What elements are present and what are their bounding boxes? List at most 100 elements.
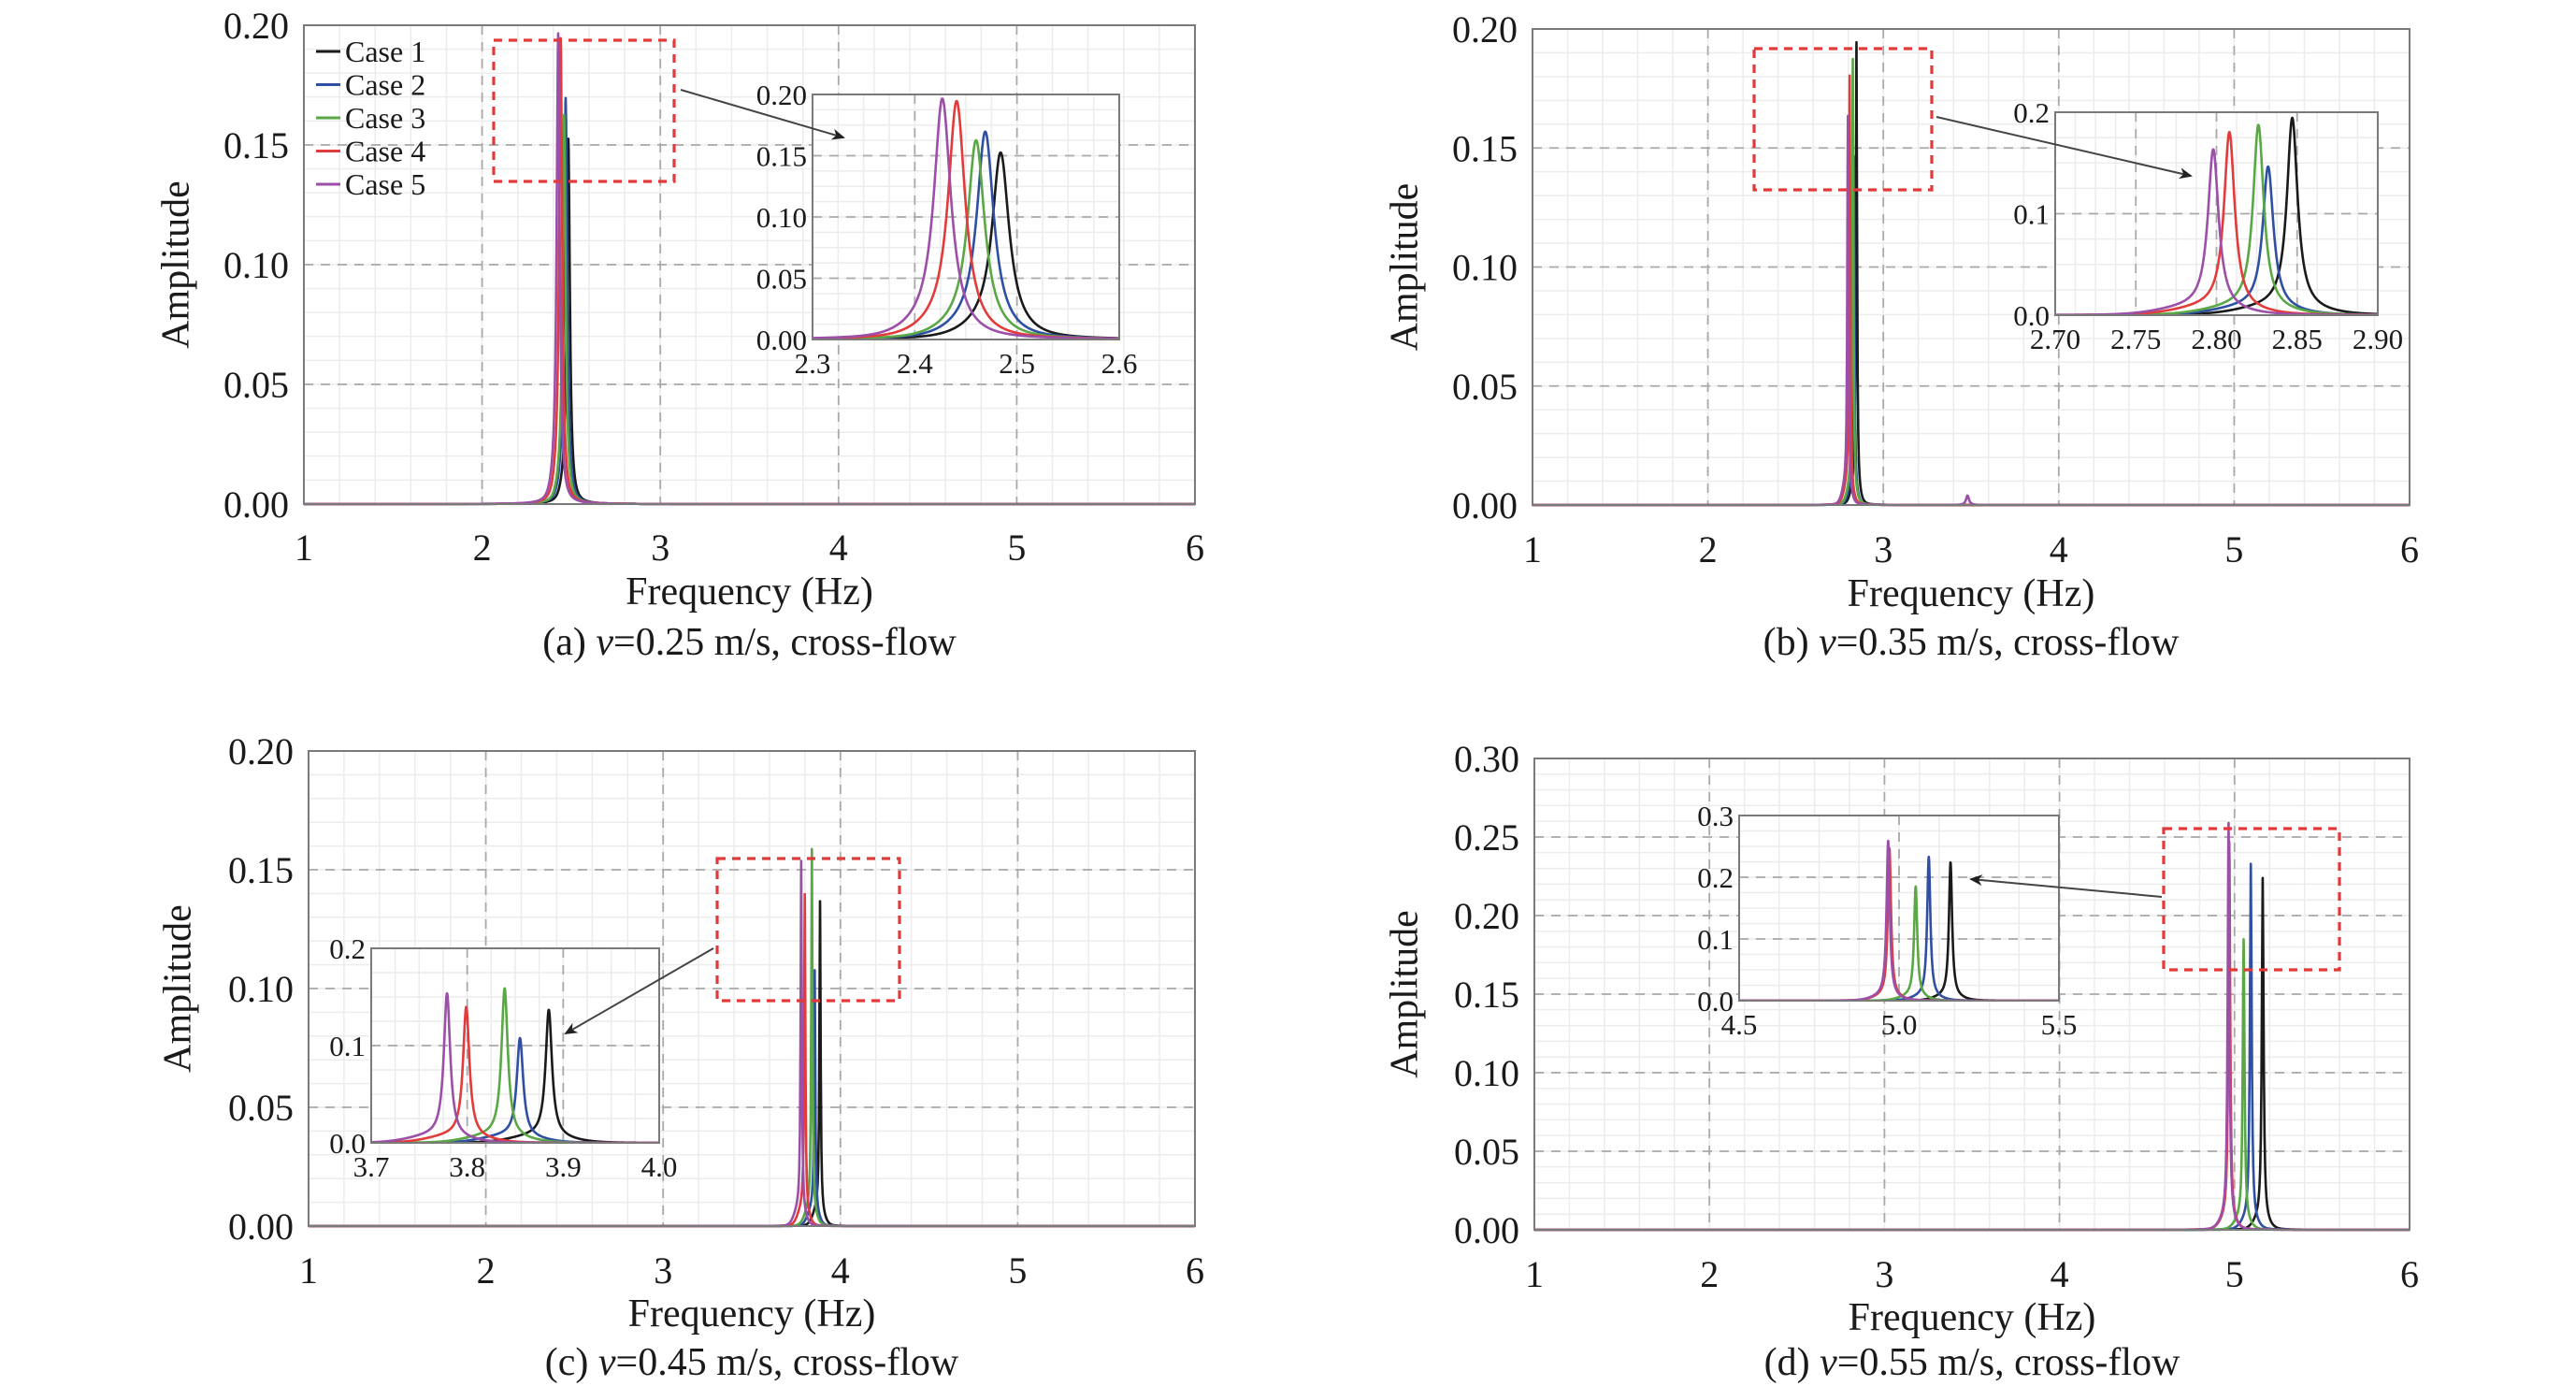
x-tick-label: 5 [1007, 527, 1026, 569]
inset-x-tick-label: 2.80 [2191, 323, 2241, 355]
caption-variable: v [1819, 621, 1836, 664]
x-tick-label: 4 [829, 527, 848, 569]
x-tick-label: 6 [1186, 527, 1204, 569]
inset-x-tick-label: 3.9 [545, 1150, 582, 1183]
legend-item: Case 1 [316, 35, 425, 68]
panel-caption: (b) v=0.35 m/s, cross-flow [1763, 621, 2180, 664]
y-tick-label: 0.00 [1454, 1209, 1519, 1251]
y-tick-label: 0.15 [228, 849, 294, 891]
inset-y-tick-label: 0.2 [329, 932, 366, 965]
x-tick-label: 2 [1700, 1253, 1719, 1295]
y-axis-label: Amplitude [1384, 183, 1427, 352]
x-tick-label: 1 [295, 527, 313, 569]
caption-text: =0.55 m/s, cross-flow [1837, 1341, 2180, 1384]
inset-y-tick-label: 0.1 [2013, 198, 2050, 231]
legend-label: Case 1 [345, 35, 425, 68]
x-tick-label: 1 [299, 1249, 318, 1292]
inset-series-group [813, 97, 1119, 339]
legend-item: Case 5 [316, 167, 425, 201]
inset-y-tick-label: 0.20 [756, 79, 807, 111]
callout-arrow [1936, 116, 2193, 180]
inset-x-tick-label: 2.85 [2272, 323, 2323, 355]
y-tick-label: 0.15 [1454, 974, 1519, 1016]
zoom-region-box [2162, 827, 2341, 972]
inset-a-series-case-5 [813, 97, 1119, 339]
y-tick-label: 0.20 [1454, 895, 1519, 937]
plot-frame-a [303, 24, 1196, 505]
legend-item: Case 2 [316, 68, 425, 102]
x-tick-label: 3 [651, 527, 669, 569]
y-tick-label: 0.00 [228, 1206, 294, 1248]
caption-variable: v [1820, 1341, 1837, 1384]
inset-frame [2054, 111, 2379, 316]
legend-label: Case 5 [345, 167, 425, 201]
legend-label: Case 3 [345, 101, 425, 135]
inset-y-tick-label: 0.00 [756, 324, 807, 356]
y-tick-label: 0.05 [228, 1087, 294, 1129]
panel-caption: (d) v=0.55 m/s, cross-flow [1764, 1341, 2180, 1384]
legend-label: Case 2 [345, 68, 425, 102]
y-tick-label: 0.00 [1452, 484, 1518, 527]
panel-d: 1 2 3 4 5 6 0.00 0.05 0.10 0.15 0.20 0.25 0.30 Freque… [1384, 738, 2419, 1384]
x-tick-label: 4 [831, 1249, 850, 1292]
y-axis-label: Amplitude [155, 180, 198, 349]
inset-frame [812, 94, 1120, 340]
x-tick-label: 2 [477, 1249, 496, 1292]
inset-frame [370, 947, 660, 1144]
inset-x-tick-label: 2.75 [2110, 323, 2161, 355]
inset-c-major-grid [371, 948, 659, 1143]
inset-y-tick-label: 0.2 [2013, 96, 2050, 129]
caption-prefix: (c) [545, 1341, 598, 1384]
plot-frame-b [1532, 28, 2411, 506]
y-tick-label: 0.20 [228, 730, 294, 772]
x-axis-label: Frequency (Hz) [628, 1292, 876, 1335]
inset-d-major-grid [1739, 816, 2059, 1001]
x-axis-label: Frequency (Hz) [1849, 1296, 2096, 1339]
x-tick-label: 6 [2400, 1253, 2419, 1295]
panel-caption: (a) v=0.25 m/s, cross-flow [542, 621, 957, 664]
x-tick-label: 5 [1008, 1249, 1027, 1292]
inset-x-tick-label: 5.0 [1881, 1008, 1918, 1041]
x-tick-label: 6 [2400, 528, 2419, 570]
y-tick-label: 0.10 [228, 968, 294, 1010]
y-tick-label: 0.15 [223, 124, 289, 166]
inset-x-tick-label: 2.5 [999, 347, 1035, 380]
inset-b-major-grid [2055, 112, 2378, 315]
caption-text: =0.45 m/s, cross-flow [616, 1341, 959, 1384]
inset-y-tick-label: 0.1 [329, 1030, 366, 1062]
caption-prefix: (b) [1763, 621, 1819, 664]
caption-variable: v [598, 1341, 616, 1384]
y-tick-label: 0.30 [1454, 738, 1519, 780]
x-tick-label: 2 [1699, 528, 1718, 570]
y-tick-label: 0.10 [1454, 1052, 1519, 1094]
y-tick-label: 0.25 [1454, 816, 1519, 859]
y-tick-label: 0.15 [1452, 127, 1518, 169]
y-tick-label: 0.05 [223, 364, 289, 406]
x-tick-label: 2 [473, 527, 492, 569]
y-tick-label: 0.20 [223, 5, 289, 47]
y-tick-label: 0.05 [1454, 1131, 1519, 1173]
inset-a: 2.3 2.4 2.5 2.6 0.00 0.05 0.10 0.15 0.20 [756, 79, 1138, 380]
panel-b: 1 2 3 4 5 6 0.00 0.05 0.10 0.15 0.20 Frequency (Hz)… [1384, 8, 2419, 664]
x-tick-label: 3 [654, 1249, 672, 1292]
inset-x-tick-label: 3.8 [449, 1150, 485, 1183]
inset-frame [1738, 815, 2060, 1002]
panel-a: 1 2 3 4 5 6 0.00 0.05 0.10 0.15 0.20 Frequency (Hz)… [155, 5, 1204, 664]
main-c-major-grid [309, 751, 1195, 1226]
x-tick-label: 5 [2225, 1253, 2244, 1295]
y-tick-label: 0.00 [223, 484, 289, 526]
legend-label: Case 4 [345, 135, 425, 168]
caption-prefix: (d) [1764, 1341, 1820, 1384]
x-tick-label: 4 [2050, 528, 2068, 570]
caption-text: =0.35 m/s, cross-flow [1836, 621, 2180, 664]
inset-y-tick-label: 0.2 [1697, 861, 1734, 894]
zoom-region-box [715, 857, 901, 1003]
zoom-region-box [1752, 47, 1934, 192]
y-axis-label: Amplitude [1384, 910, 1427, 1078]
inset-d: 4.5 5.0 5.5 0.0 0.1 0.2 0.3 [1697, 800, 2077, 1041]
inset-y-tick-label: 0.0 [2013, 299, 2050, 332]
caption-text: =0.25 m/s, cross-flow [613, 621, 957, 664]
inset-x-tick-label: 5.5 [2041, 1008, 2078, 1041]
inset-x-tick-label: 2.3 [795, 347, 831, 380]
